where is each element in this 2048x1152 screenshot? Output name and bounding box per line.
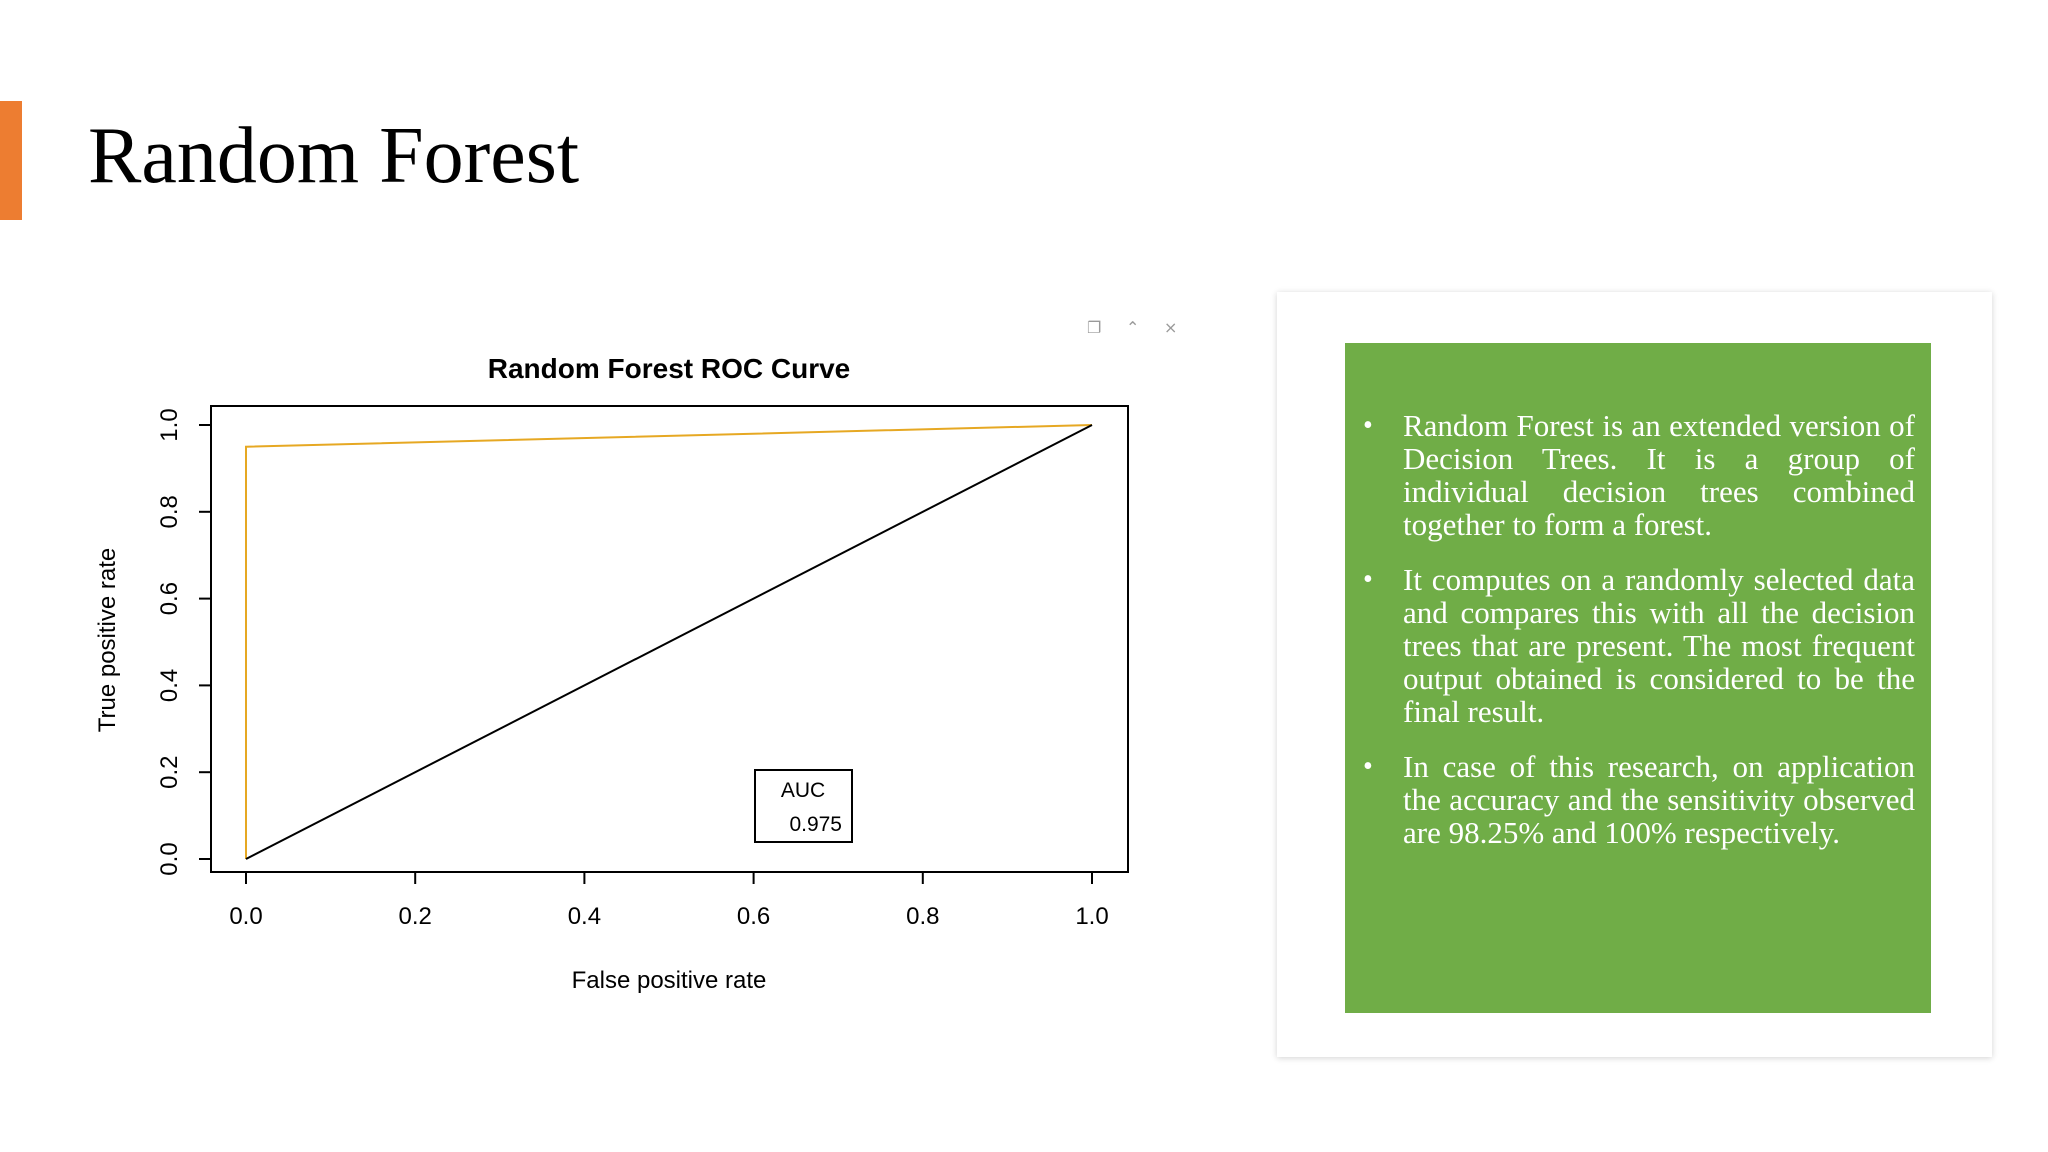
auc-legend: AUC 0.975 <box>754 769 853 843</box>
y-tick-label: 1.0 <box>156 408 183 441</box>
diagonal-reference-line <box>245 424 1093 860</box>
y-axis: 0.0 0.2 0.4 0.6 0.8 1.0 <box>156 408 212 876</box>
legend-label: AUC <box>781 779 825 802</box>
x-tick-label: 0.0 <box>229 903 262 930</box>
x-axis-label: False positive rate <box>572 967 767 994</box>
bullet-text: Random Forest is an extended version of … <box>1403 408 1915 542</box>
series-layer <box>245 424 1093 860</box>
roc-chart: Random Forest ROC Curve False positive r… <box>80 310 1200 1010</box>
roc-chart-svg: Random Forest ROC Curve False positive r… <box>94 353 1129 994</box>
bullet-text: It computes on a randomly selected data … <box>1403 562 1915 729</box>
chart-title: Random Forest ROC Curve <box>488 353 851 384</box>
legend-box <box>754 769 853 843</box>
bullet-text: In case of this research, on application… <box>1403 749 1915 850</box>
description-box: • Random Forest is an extended version of… <box>1345 343 1931 1013</box>
y-tick-label: 0.8 <box>156 495 183 528</box>
legend-value: 0.975 <box>789 813 842 836</box>
y-axis-label: True positive rate <box>94 548 121 733</box>
roc-curve-line <box>245 424 1093 859</box>
collapse-icon[interactable]: ⌃ <box>1126 318 1140 337</box>
bullet-dot-icon: • <box>1363 564 1373 595</box>
bullet-item: • In case of this research, on applicatio… <box>1363 750 1915 849</box>
x-tick-label: 0.6 <box>737 903 770 930</box>
copy-icon[interactable]: ❐ <box>1087 318 1102 337</box>
y-tick-label: 0.2 <box>156 756 183 789</box>
bullet-item: • Random Forest is an extended version of… <box>1363 409 1915 541</box>
x-axis: 0.0 0.2 0.4 0.6 0.8 1.0 <box>229 871 1109 930</box>
accent-bar <box>0 101 22 220</box>
y-tick-label: 0.4 <box>156 669 183 702</box>
bullet-dot-icon: • <box>1363 751 1373 782</box>
slide-title: Random Forest <box>88 112 580 200</box>
bullet-list: • Random Forest is an extended version of… <box>1363 409 1915 849</box>
x-tick-label: 0.4 <box>568 903 601 930</box>
plot-frame <box>210 405 1129 873</box>
close-icon[interactable]: × <box>1164 318 1178 337</box>
x-tick-label: 0.2 <box>399 903 432 930</box>
x-tick-label: 1.0 <box>1075 903 1108 930</box>
bullet-item: • It computes on a randomly selected data… <box>1363 563 1915 728</box>
y-tick-label: 0.0 <box>156 842 183 875</box>
y-tick-label: 0.6 <box>156 582 183 615</box>
x-tick-label: 0.8 <box>906 903 939 930</box>
bullet-dot-icon: • <box>1363 410 1373 441</box>
